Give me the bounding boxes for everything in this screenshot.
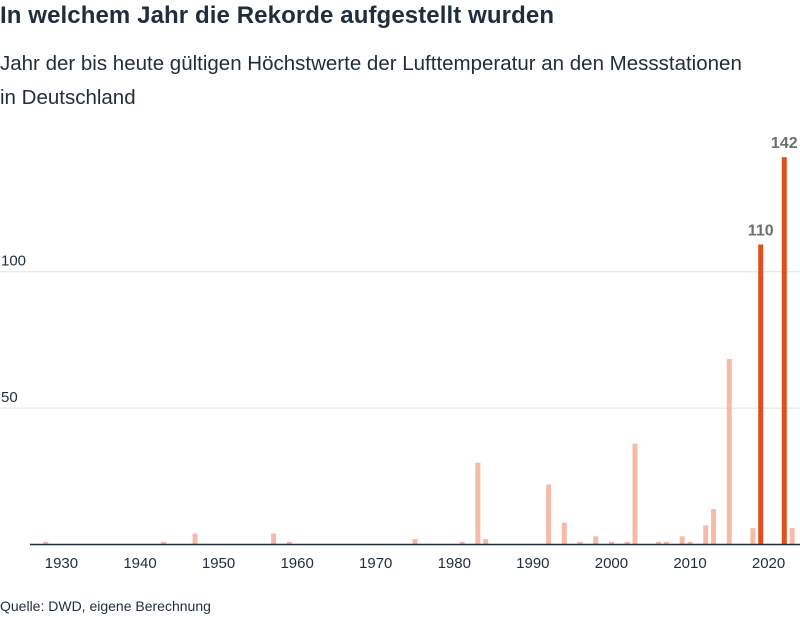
x-tick-label: 2000: [595, 555, 628, 572]
x-tick-label: 1940: [123, 555, 156, 572]
bar: [483, 539, 489, 545]
chart-title: In welchem Jahr die Rekorde aufgestellt …: [0, 2, 555, 29]
x-tick-label: 1980: [438, 555, 471, 572]
bar: [656, 541, 662, 545]
bar: [789, 528, 795, 545]
source-note: Quelle: DWD, eigene Berechnung: [0, 598, 211, 614]
bar: [750, 528, 756, 545]
bar: [192, 533, 198, 545]
bar: [475, 462, 481, 545]
label-layer: 50 100 1930 1940 1950 1960 1970 1980 1990 2000 201…: [1, 135, 798, 572]
x-tick-label: 1960: [280, 555, 313, 572]
x-tick-label: 2010: [673, 555, 706, 572]
grid-layer: [0, 271, 800, 409]
bar: [726, 359, 732, 545]
bar: [663, 541, 669, 545]
bar: [703, 525, 709, 545]
y-tick-label: 100: [1, 253, 26, 270]
chart-subtitle: Jahr der bis heute gültigen Höchstwerte …: [0, 52, 742, 109]
x-tick-label: 2020: [752, 555, 785, 572]
y-tick-label: 50: [1, 389, 18, 406]
data-label: 110: [748, 222, 774, 239]
bar-layer: [43, 157, 795, 545]
bar: [711, 509, 717, 545]
x-tick-label: 1930: [45, 555, 78, 572]
x-tick-label: 1950: [202, 555, 235, 572]
bar-highlight: [781, 157, 787, 545]
bar: [271, 533, 277, 545]
bar: [546, 484, 552, 545]
bar-highlight: [758, 244, 764, 545]
bar: [632, 443, 638, 545]
bar: [286, 541, 292, 545]
bar: [593, 536, 599, 545]
x-tick-label: 1970: [359, 555, 392, 572]
bar: [459, 541, 465, 545]
bar: [561, 522, 567, 545]
bar: [412, 539, 418, 545]
bar: [161, 541, 167, 545]
bar: [687, 541, 693, 545]
bar: [43, 541, 49, 545]
bar: [608, 541, 614, 545]
bar: [624, 541, 630, 545]
bar: [679, 536, 685, 545]
x-tick-label: 1990: [516, 555, 549, 572]
data-label: 142: [771, 135, 798, 152]
bar: [577, 541, 583, 545]
